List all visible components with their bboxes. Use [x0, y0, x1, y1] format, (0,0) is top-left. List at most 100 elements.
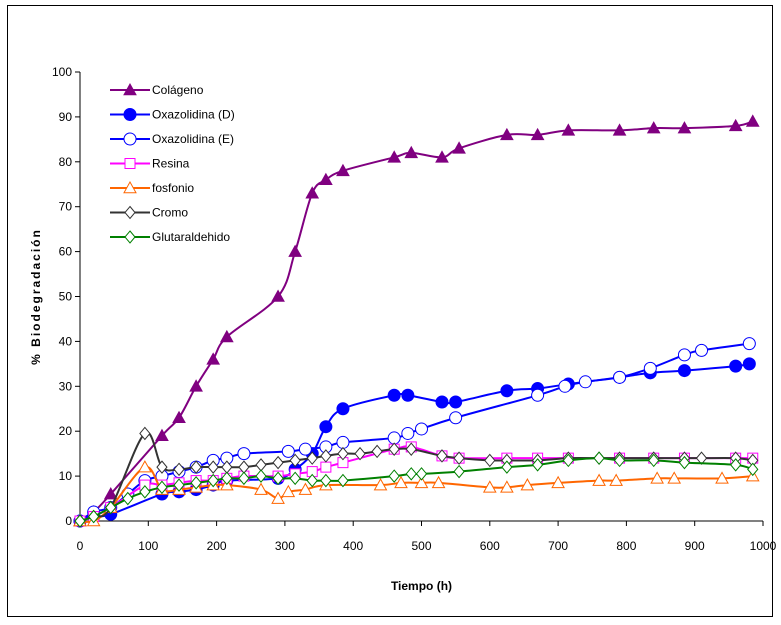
data-point	[612, 123, 627, 136]
data-point	[677, 121, 692, 134]
data-point	[592, 473, 606, 486]
data-point	[288, 244, 302, 257]
data-point	[305, 186, 320, 199]
x-tick-label: 1000	[750, 539, 777, 553]
data-point	[172, 410, 186, 424]
data-point	[500, 480, 514, 493]
data-point	[551, 475, 565, 489]
data-point	[500, 384, 514, 398]
data-point	[401, 426, 415, 440]
x-tick-label: 200	[207, 539, 227, 553]
data-point	[336, 402, 350, 416]
x-tick-label: 400	[343, 539, 363, 553]
legend-marker	[123, 108, 137, 121]
x-tick-label: 300	[275, 539, 295, 553]
data-point	[272, 455, 284, 470]
data-point	[387, 150, 402, 163]
y-tick-label: 80	[59, 155, 73, 169]
data-point	[646, 121, 661, 134]
data-point	[414, 475, 429, 489]
y-tick-label: 30	[59, 379, 73, 393]
data-point	[337, 446, 349, 461]
data-point	[501, 460, 513, 474]
legend-marker	[123, 180, 137, 194]
data-point	[281, 444, 295, 458]
data-point	[401, 388, 415, 402]
legend-item: Glutaraldehido	[110, 230, 230, 244]
data-point	[730, 458, 742, 472]
x-axis-title: Tiempo (h)	[391, 579, 452, 593]
data-point	[271, 491, 285, 504]
data-point	[404, 145, 419, 159]
legend-label: Oxazolidina (D)	[152, 108, 235, 122]
data-point	[482, 480, 497, 493]
legend-label: Oxazolidina (E)	[152, 132, 234, 146]
legend-item: Resina	[110, 157, 190, 171]
legend-label: Colágeno	[152, 83, 204, 97]
data-point	[122, 491, 134, 506]
legend-marker	[124, 158, 136, 169]
data-point	[558, 379, 572, 393]
data-point	[415, 422, 428, 436]
data-point	[336, 163, 350, 177]
data-point	[742, 357, 756, 371]
data-point	[613, 370, 627, 384]
data-point	[578, 375, 592, 389]
legend-marker	[124, 230, 136, 244]
x-tick-label: 100	[138, 539, 158, 553]
y-tick-label: 10	[59, 469, 73, 483]
data-point	[648, 453, 660, 468]
data-point	[561, 123, 576, 136]
data-point	[155, 428, 169, 441]
x-tick-label: 0	[77, 539, 84, 553]
data-point	[742, 337, 756, 351]
data-point	[254, 482, 268, 495]
data-point	[371, 444, 383, 459]
data-point	[387, 431, 401, 445]
data-point	[306, 473, 318, 488]
data-point	[531, 388, 545, 402]
data-point	[156, 480, 168, 495]
data-point	[337, 473, 349, 488]
data-point	[500, 127, 514, 141]
data-point	[435, 395, 449, 409]
data-point	[298, 482, 313, 495]
data-point	[388, 469, 400, 483]
data-point	[415, 467, 428, 481]
data-point	[715, 471, 729, 484]
data-point	[219, 329, 234, 343]
data-point	[650, 471, 664, 484]
y-tick-label: 60	[59, 245, 73, 259]
data-point	[206, 352, 221, 365]
data-point	[320, 473, 332, 488]
series-0	[73, 114, 760, 527]
data-point	[405, 442, 417, 456]
data-point	[320, 461, 332, 473]
legend-marker	[124, 205, 136, 220]
data-point	[173, 462, 185, 477]
legend: Colágeno Oxazolidina (D) Oxazolidina (E) Re…	[110, 82, 235, 244]
y-tick-label: 0	[65, 514, 72, 528]
data-point	[431, 475, 446, 489]
data-point	[387, 388, 401, 402]
series-2	[73, 337, 756, 528]
legend-item: Oxazolidina (D)	[110, 108, 235, 122]
data-point	[394, 475, 408, 489]
data-point	[138, 460, 152, 473]
data-point	[745, 114, 760, 127]
x-tick-label: 700	[548, 539, 568, 553]
data-point	[677, 348, 691, 362]
legend-label: fosfonio	[152, 181, 194, 195]
data-point	[484, 453, 496, 468]
data-point	[747, 462, 759, 477]
data-point	[373, 478, 388, 491]
data-point	[207, 460, 219, 474]
y-tick-label: 40	[59, 334, 73, 348]
data-point	[678, 455, 691, 470]
legend-item: Colágeno	[110, 82, 204, 97]
data-point	[74, 514, 86, 528]
data-point	[643, 361, 657, 375]
data-point	[103, 487, 118, 500]
data-point	[319, 172, 333, 186]
